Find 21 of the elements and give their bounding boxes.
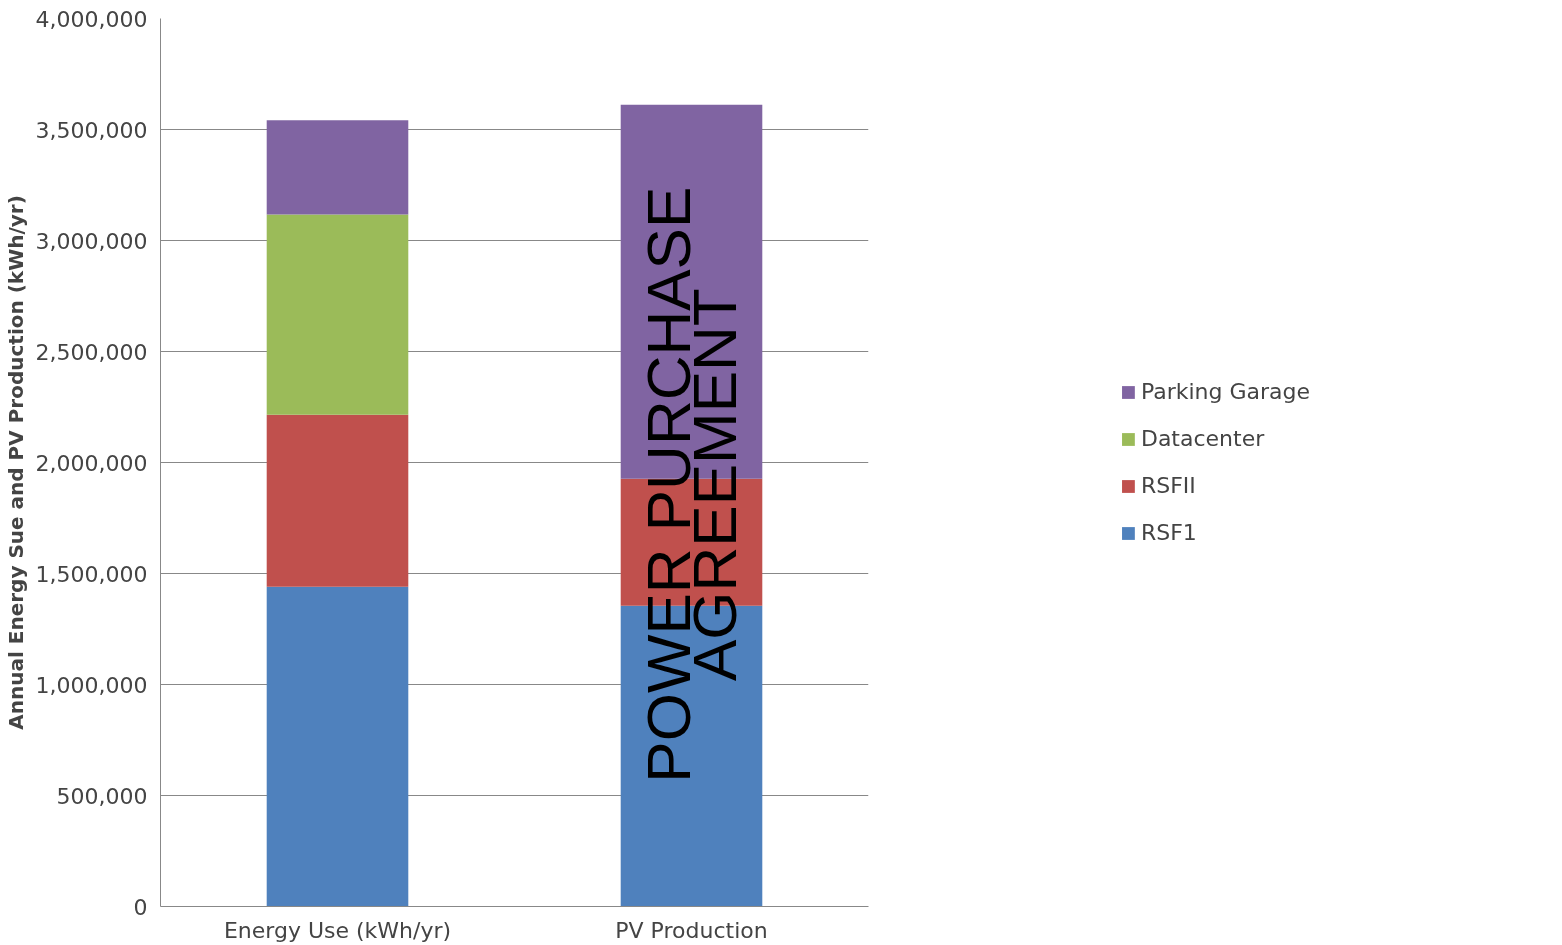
y-axis-title: Annual Energy Sue and PV Production (kWh/yr)	[3, 195, 28, 730]
y-tick-label: 4,000,000	[35, 6, 148, 32]
y-tick-label: 3,000,000	[35, 228, 148, 254]
legend-label: Parking Garage	[1140, 379, 1311, 404]
y-tick-label: 2,500,000	[35, 339, 148, 365]
annotation: POWER PURCHASE AGREEMENT	[633, 186, 750, 783]
x-tick-label: PV Production	[615, 917, 768, 943]
bar	[266, 414, 409, 587]
legend-label: RSFII	[1140, 473, 1196, 498]
bar	[266, 214, 409, 415]
y-tick-label: 1,500,000	[35, 561, 148, 587]
x-tick-label: Energy Use (kWh/yr)	[223, 917, 452, 943]
legend-label: Datacenter	[1140, 426, 1265, 451]
y-tick-label: 3,500,000	[35, 117, 148, 143]
bar	[266, 586, 409, 907]
y-tick-label: 1,000,000	[35, 672, 148, 698]
bar	[266, 120, 409, 215]
legend-label: RSF1	[1140, 520, 1197, 545]
y-tick-label: 500,000	[56, 783, 148, 809]
y-tick-label: 0	[133, 894, 148, 920]
y-tick-label: 2,000,000	[35, 450, 148, 476]
